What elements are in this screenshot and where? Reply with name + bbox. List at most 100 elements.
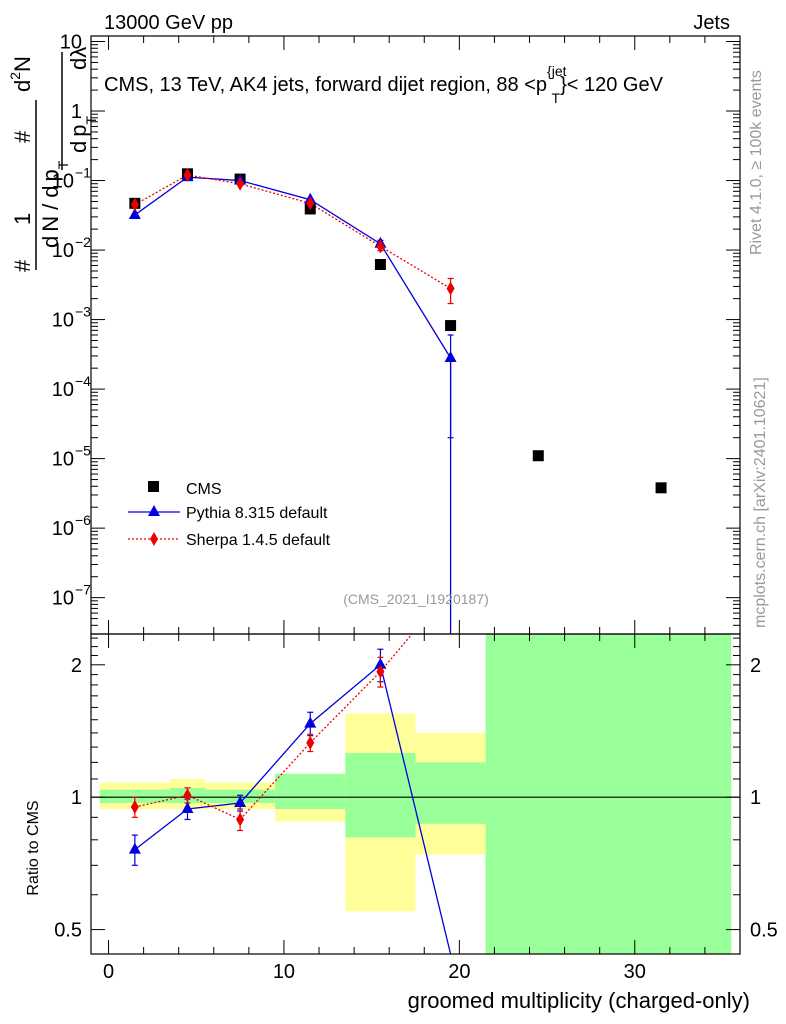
plot-title-tail: }< 120 GeV [560,74,664,96]
upper-y-tick-label-8: 10 [52,588,74,610]
ylabel-numerator: d2N [7,56,35,92]
plot-title-main: CMS, 13 TeV, AK4 jets, forward dijet reg… [104,74,547,96]
analysis-watermark: (CMS_2021_I1920187) [343,591,489,607]
upper-y-tick-label-6: 10 [52,449,74,471]
ratio-point-pythia-0 [128,842,141,854]
ylabel-dpt: dpT [66,116,99,154]
upper-y-axis-label: # 1 dN/dpT # d2N dpT dλ [7,47,99,272]
header-category: Jets [693,12,730,34]
main-point-sherpa-1 [183,168,192,183]
ylabel-d1: d [38,236,63,248]
mcplots-label: mcplots.cern.ch [arXiv:2401.10621] [752,377,769,628]
stat-uncertainty-band-4 [345,753,416,838]
legend-entry-cms: CMS [148,481,222,498]
ylabel-d2: d [38,185,63,197]
main-point-cms-7 [655,482,667,494]
main-line-pythia [134,176,452,359]
ylabel-one: 1 [10,213,35,225]
main-point-cms-5 [445,320,457,332]
ratio-y-axis-label: Ratio to CMS [25,800,42,895]
ylabel-d4: d [66,141,91,153]
upper-y-tick-label-0: 10 [60,32,82,54]
ratio-line-pythia [134,663,452,955]
ylabel-p2: p [66,125,91,137]
legend: CMS Pythia 8.315 default Sherpa 1.4.5 de… [128,481,331,549]
plot-title-sub: T [552,90,561,106]
x-tick-label-30: 30 [624,961,646,983]
upper-y-tick-exponent-3: −2 [75,234,91,250]
lower-y-tick-label-right-0: 0.5 [750,920,778,942]
lower-y-tick-label-0: 0.5 [54,920,82,942]
main-point-pythia-5 [444,351,457,363]
stat-uncertainty-band-0 [99,789,170,804]
ylabel-hash-2: # [10,130,35,143]
ylabel-p1: p [38,169,63,181]
ratio-point-pythia-1 [181,802,194,814]
stat-uncertainty-band-5 [415,762,486,824]
upper-y-tick-label-3: 10 [52,240,74,262]
legend-marker-pythia [148,505,160,516]
ylabel-dlambda: dλ [66,47,91,70]
main-point-cms-6 [532,450,544,462]
stat-uncertainty-band-6 [485,634,732,954]
lower-y-tick-label-2: 2 [71,655,82,677]
main-point-sherpa-3 [306,196,315,211]
ratio-point-sherpa-1 [183,788,192,803]
upper-y-tick-exponent-4: −3 [75,304,91,320]
upper-y-tick-label-4: 10 [52,310,74,332]
rivet-label: Rivet 4.1.0, ≥ 100k events [748,70,765,255]
x-tick-label-10: 10 [273,961,295,983]
header-process: 13000 GeV pp [104,12,233,34]
ylabel-n1: N [38,216,63,232]
ylabel-t1: T [55,160,71,169]
ratio-line-sherpa [134,633,413,821]
legend-marker-cms [148,481,159,492]
lower-y-tick-label-right-1: 1 [750,787,761,809]
upper-y-tick-exponent-2: −1 [75,165,91,181]
upper-y-tick-label-1: 1 [71,101,82,123]
main-line-sherpa [134,174,451,290]
upper-y-tick-exponent-6: −5 [75,443,91,459]
plot-title-super: {jet [547,63,567,79]
lower-y-tick-label-1: 1 [71,787,82,809]
ylabel-t2: T [83,116,99,125]
upper-y-tick-exponent-5: −4 [75,373,91,389]
main-point-cms-4 [374,258,386,270]
legend-marker-sherpa [150,532,158,546]
legend-entry-pythia: Pythia 8.315 default [128,505,328,522]
x-tick-label-20: 20 [448,961,470,983]
x-axis-label: groomed multiplicity (charged-only) [408,988,750,1013]
upper-y-tick-label-5: 10 [52,379,74,401]
legend-entry-sherpa: Sherpa 1.4.5 default [128,532,331,549]
ylabel-denominator: dN/dpT [38,160,71,248]
main-point-sherpa-4 [376,239,385,254]
ylabel-two: 2 [7,72,23,80]
main-point-sherpa-5 [446,281,455,296]
ratio-point-sherpa-3 [306,735,315,750]
x-tick-label-0: 0 [103,961,114,983]
upper-y-tick-label-7: 10 [52,518,74,540]
lower-frame [90,633,741,955]
main-series-lines [134,174,454,634]
ylabel-n2: N [10,56,35,72]
main-point-pythia-0 [128,207,141,219]
upper-y-tick-exponent-8: −7 [75,582,91,598]
plot-title: CMS, 13 TeV, AK4 jets, forward dijet reg… [104,63,664,106]
ratio-point-sherpa-2 [236,812,245,827]
stat-uncertainty-band-3 [275,773,346,810]
legend-label-sherpa: Sherpa 1.4.5 default [186,532,331,549]
legend-label-cms: CMS [186,481,222,498]
ratio-point-pythia-2 [234,796,247,808]
upper-y-tick-exponent-7: −6 [75,512,91,528]
ylabel-slash: / [38,203,63,210]
ratio-point-sherpa-0 [130,799,139,814]
series-markers [128,168,667,854]
upper-y-tick-label-2: 10 [52,171,74,193]
main-point-sherpa-2 [236,176,245,191]
legend-label-pythia: Pythia 8.315 default [186,505,328,522]
ratio-point-pythia-4 [374,657,387,669]
lower-y-tick-label-right-2: 2 [750,655,761,677]
ylabel-d3: d [10,80,35,92]
